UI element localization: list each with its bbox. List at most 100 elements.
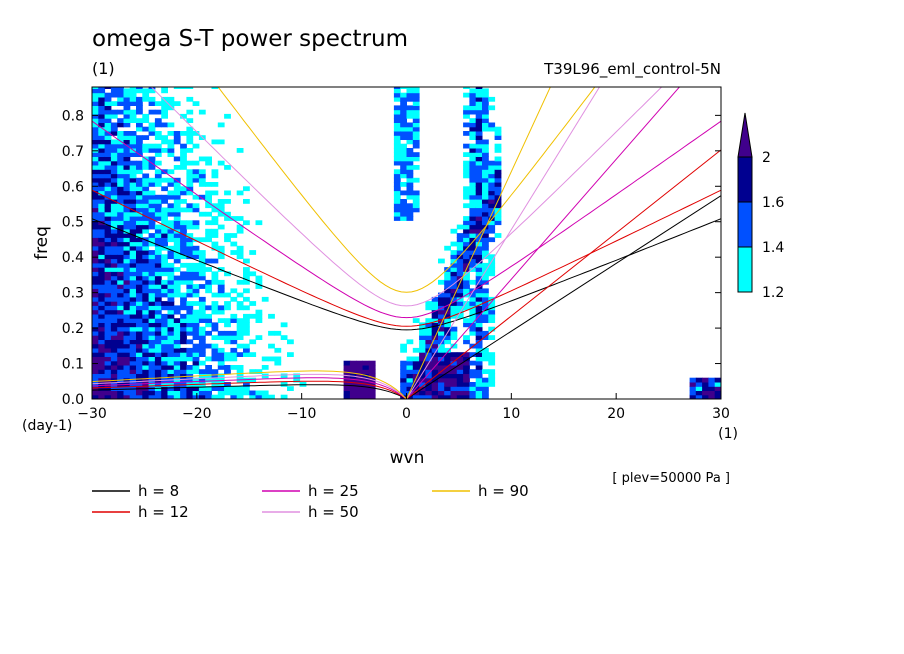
heatmap-cell xyxy=(205,305,212,311)
heatmap-cell xyxy=(154,258,162,264)
y-tick-label: 0.8 xyxy=(62,108,84,124)
heatmap-cell xyxy=(148,339,156,345)
heatmap-cell xyxy=(148,352,156,357)
heatmap-cell xyxy=(211,309,219,315)
heatmap-cell xyxy=(92,241,99,247)
heatmap-cell xyxy=(287,386,294,391)
heatmap-cell xyxy=(161,139,168,145)
heatmap-cell xyxy=(450,301,458,306)
heatmap-cell xyxy=(482,199,489,204)
heatmap-cell xyxy=(110,288,118,294)
heatmap-cell xyxy=(261,356,269,362)
heatmap-cell xyxy=(161,254,168,260)
heatmap-cell xyxy=(274,360,282,366)
heatmap-cell xyxy=(255,279,263,285)
heatmap-cell xyxy=(136,224,143,230)
heatmap-cell xyxy=(224,199,231,204)
heatmap-cell xyxy=(400,216,407,221)
heatmap-cell xyxy=(463,160,470,166)
heatmap-cell xyxy=(129,254,137,260)
heatmap-cell xyxy=(488,194,496,200)
heatmap-cell xyxy=(104,305,112,311)
heatmap-cell xyxy=(475,105,483,111)
heatmap-cell xyxy=(92,199,99,204)
heatmap-cell xyxy=(98,228,106,234)
gravity-curve xyxy=(92,218,721,331)
heatmap-cell xyxy=(400,369,407,374)
heatmap-cell xyxy=(148,284,156,289)
heatmap-cell xyxy=(406,113,414,119)
heatmap-cell xyxy=(173,330,181,336)
heatmap-cell xyxy=(475,241,483,247)
heatmap-cell xyxy=(154,250,162,255)
heatmap-cell xyxy=(482,356,489,362)
heatmap-cell xyxy=(110,224,118,230)
heatmap-cell xyxy=(104,216,112,221)
heatmap-cell xyxy=(167,105,175,111)
heatmap-cell xyxy=(117,131,124,136)
heatmap-cell xyxy=(186,203,194,209)
heatmap-cell xyxy=(186,190,194,196)
heatmap-cell xyxy=(488,373,496,379)
heatmap-cell xyxy=(702,377,709,383)
heatmap-cell xyxy=(463,377,470,383)
heatmap-cell xyxy=(180,186,187,192)
heatmap-cell xyxy=(167,335,175,340)
heatmap-cell xyxy=(180,207,187,213)
heatmap-cell xyxy=(431,301,439,306)
heatmap-cell xyxy=(186,131,194,136)
heatmap-cell xyxy=(129,152,137,157)
heatmap-cell xyxy=(148,292,156,298)
legend-label: h = 8 xyxy=(138,482,179,500)
heatmap-cell xyxy=(469,177,477,183)
heatmap-cell xyxy=(104,126,112,132)
heatmap-cell xyxy=(475,258,483,264)
heatmap-cell xyxy=(104,309,112,315)
heatmap-cell xyxy=(475,301,483,306)
heatmap-cell xyxy=(444,339,451,345)
heatmap-cell xyxy=(92,305,99,311)
heatmap-cell xyxy=(393,169,401,175)
heatmap-cell xyxy=(463,365,470,370)
heatmap-cell xyxy=(236,190,244,196)
heatmap-cell xyxy=(167,288,175,294)
heatmap-cell xyxy=(154,360,162,366)
heatmap-cell xyxy=(123,347,131,353)
heatmap-cell xyxy=(167,313,175,319)
heatmap-cell xyxy=(180,237,187,243)
heatmap-cell xyxy=(186,313,194,319)
heatmap-cell xyxy=(268,356,275,362)
heatmap-cell xyxy=(98,245,106,251)
heatmap-cell xyxy=(92,250,99,255)
colorbar: 1.21.41.62 xyxy=(737,112,784,301)
heatmap-cell xyxy=(161,356,168,362)
heatmap-cell xyxy=(469,262,477,268)
heatmap-cell xyxy=(198,377,206,383)
heatmap-cell xyxy=(167,203,175,209)
heatmap-cell xyxy=(136,245,143,251)
heatmap-cell xyxy=(425,386,433,391)
run-label: T39L96_eml_control-5N xyxy=(543,60,721,79)
heatmap-cell xyxy=(224,271,231,277)
heatmap-cell xyxy=(450,258,458,264)
heatmap-cell xyxy=(148,88,156,94)
heatmap-cell xyxy=(129,313,137,319)
heatmap-cell xyxy=(469,292,477,298)
heatmap-cell xyxy=(224,390,231,396)
heatmap-cell xyxy=(689,377,697,383)
heatmap-cell xyxy=(186,96,194,102)
heatmap-cell xyxy=(293,377,301,383)
heatmap-cell xyxy=(180,296,187,302)
heatmap-cell xyxy=(695,382,703,387)
heatmap-cell xyxy=(482,148,489,153)
heatmap-cell xyxy=(482,390,489,396)
heatmap-cell xyxy=(142,275,150,281)
heatmap-cell xyxy=(224,356,231,362)
heatmap-cell xyxy=(136,339,143,345)
heatmap-cell xyxy=(104,237,112,243)
heatmap-cell xyxy=(356,382,363,387)
heatmap-cell xyxy=(92,211,99,217)
heatmap-cell xyxy=(117,122,124,128)
heatmap-cell xyxy=(142,88,150,94)
heatmap-cell xyxy=(148,377,156,383)
